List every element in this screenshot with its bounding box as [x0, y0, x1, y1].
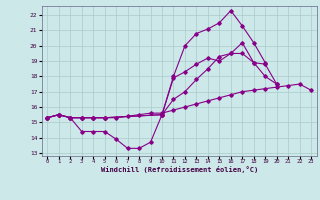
X-axis label: Windchill (Refroidissement éolien,°C): Windchill (Refroidissement éolien,°C)	[100, 166, 258, 173]
